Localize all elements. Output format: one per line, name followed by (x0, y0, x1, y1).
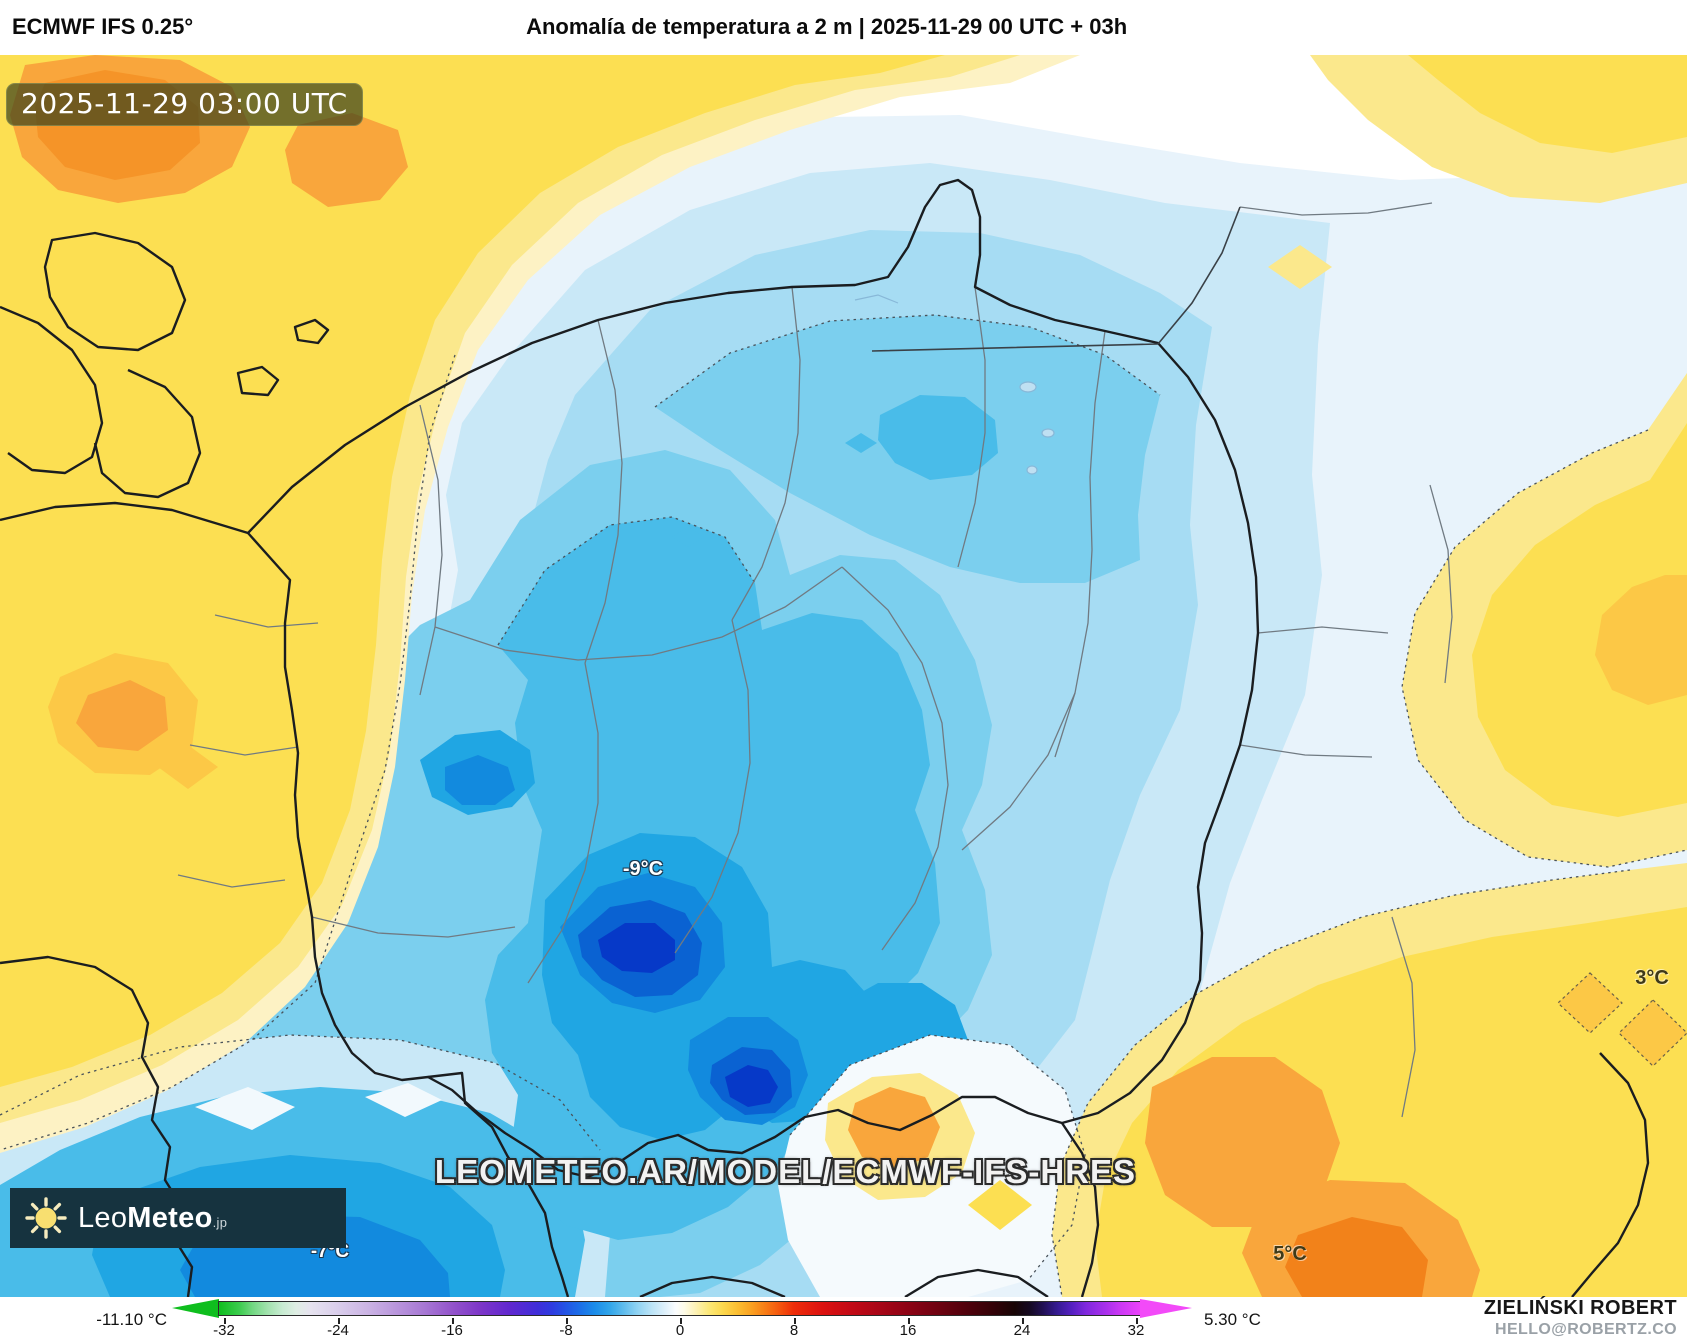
tick-label: -24 (327, 1322, 349, 1339)
map-temp-label-east: 3°C (1635, 967, 1669, 989)
scale-min-label: -11.10 °C (96, 1310, 167, 1329)
tick-label: -8 (559, 1322, 573, 1339)
region-borders (177, 202, 1453, 1118)
author-email: HELLO@ROBERTZ.CO (1495, 1321, 1677, 1338)
tick-label: 8 (789, 1322, 799, 1339)
logo-text: LeoMeteo.jp (78, 1202, 227, 1235)
map-temp-label-southeast: 5°C (1273, 1243, 1307, 1265)
tick-label: -16 (441, 1322, 463, 1339)
warm-regions-east (1052, 55, 1687, 1297)
colorbar-left-arrow (172, 1299, 219, 1318)
header: ECMWF IFS 0.25° Anomalía de temperatura … (0, 0, 1687, 55)
map-watermark: LEOMETEO.AR/MODEL/ECMWF-IFS-HRES (434, 1153, 1137, 1190)
poland-border (246, 178, 1260, 1179)
colorbar (172, 1299, 1192, 1321)
kaliningrad-border (871, 206, 1241, 352)
logo-text-light: Leo (78, 1201, 128, 1234)
timestamp-badge: 2025-11-29 03:00 UTC (6, 83, 363, 126)
page-title: Anomalía de temperatura a 2 m | 2025-11-… (526, 14, 1128, 39)
tick-label: 32 (1127, 1322, 1145, 1339)
tick-label: -32 (213, 1322, 235, 1339)
sun-icon (25, 1197, 67, 1239)
credits: ZIELIŃSKI ROBERT HELLO@ROBERTZ.CO (1484, 1297, 1677, 1339)
colorbar-footer: -11.10 °C -32 -24 -16 -8 0 8 16 24 32 5.… (0, 1297, 1687, 1339)
anomaly-map (0, 55, 1687, 1297)
country-borders (0, 178, 1650, 1297)
model-label: ECMWF IFS 0.25° (12, 14, 194, 39)
bottom-center-warm-pocket (778, 1035, 1085, 1297)
map-temp-label-cold: -9°C (622, 858, 664, 880)
tick-label: 0 (675, 1322, 685, 1339)
colorbar-right-arrow (1140, 1299, 1192, 1318)
logo-tld: .jp (212, 1214, 228, 1230)
colorbar-gradient (218, 1301, 1141, 1316)
warm-core-southeast (1145, 1057, 1340, 1227)
logo-text-bold: Meteo (127, 1201, 213, 1234)
tick-label: 16 (899, 1322, 917, 1339)
tick-label: 24 (1013, 1322, 1031, 1339)
map-area: 2025-11-29 03:00 UTC LEOMETEO.AR/MODEL/E… (0, 55, 1687, 1297)
lakes (854, 294, 1055, 475)
leometeo-logo: LeoMeteo.jp (10, 1188, 346, 1248)
author-name: ZIELIŃSKI ROBERT (1483, 1297, 1677, 1319)
scale-max-label: 5.30 °C (1204, 1310, 1261, 1329)
